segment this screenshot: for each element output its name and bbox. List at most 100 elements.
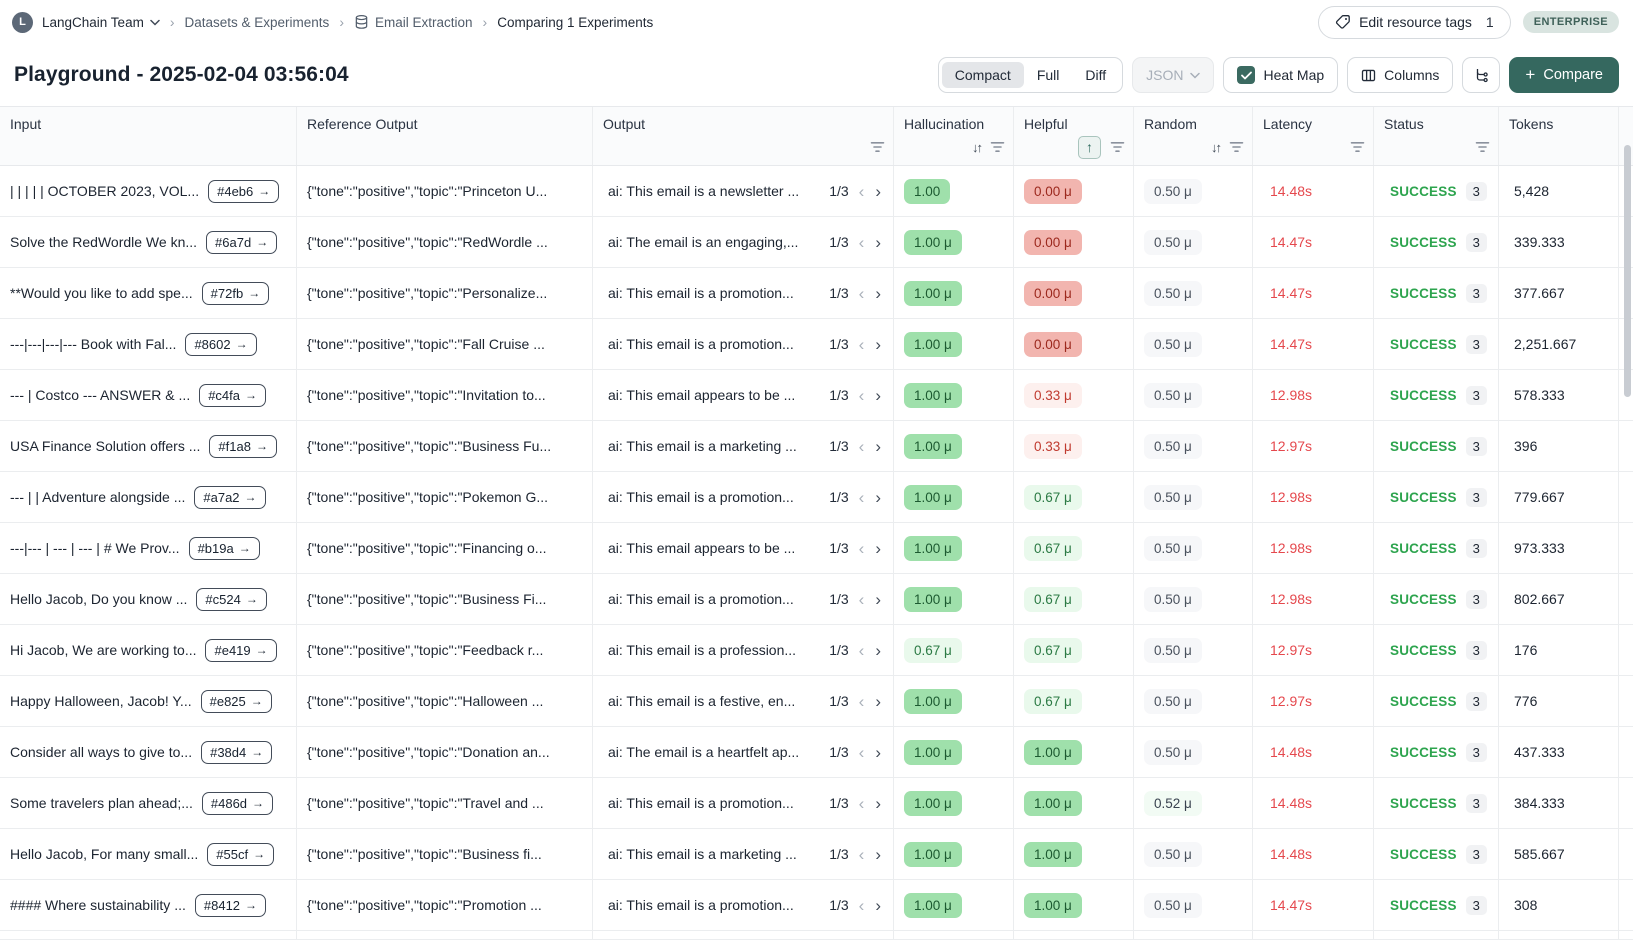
next-output-button[interactable]: › (875, 793, 881, 813)
breadcrumb-dataset-link[interactable]: Email Extraction (354, 14, 473, 30)
prev-output-button[interactable]: ‹ (858, 436, 865, 456)
format-select[interactable]: JSON (1132, 57, 1215, 93)
prev-output-button[interactable]: ‹ (858, 232, 865, 252)
next-output-button[interactable]: › (875, 589, 881, 609)
next-output-button[interactable]: › (875, 487, 881, 507)
next-output-button[interactable]: › (875, 283, 881, 303)
columns-button[interactable]: Columns (1347, 57, 1454, 93)
vertical-scrollbar[interactable] (1624, 145, 1631, 397)
table-row[interactable]: | | | | | OCTOBER 2023, VOL... #4eb6 → {… (0, 166, 1633, 217)
prev-output-button[interactable]: ‹ (858, 793, 865, 813)
example-id-badge[interactable]: #f1a8 → (209, 434, 277, 458)
example-id-badge[interactable]: #e419 → (205, 638, 277, 662)
run-count-badge: 3 (1465, 436, 1487, 456)
random-score-badge: 0.52 μ (1144, 790, 1202, 816)
checkbox-checked-icon[interactable] (1237, 66, 1256, 84)
sort-icon[interactable]: ↓↑ (972, 139, 983, 155)
next-output-button[interactable]: › (875, 232, 881, 252)
next-output-button[interactable]: › (875, 538, 881, 558)
table-row[interactable]: Hi Jacob, We are working to... #e419 → {… (0, 625, 1633, 676)
prev-output-button[interactable]: ‹ (858, 691, 865, 711)
sort-ascending-icon[interactable]: ↑ (1078, 135, 1101, 159)
view-mode-diff[interactable]: Diff (1072, 62, 1119, 88)
prev-output-button[interactable]: ‹ (858, 385, 865, 405)
dataset-name[interactable]: Email Extraction (374, 14, 473, 30)
table-row[interactable]: --- | | Adventure alongside ... #a7a2 → … (0, 472, 1633, 523)
table-row[interactable]: USA Finance Solution offers ... #f1a8 → … (0, 421, 1633, 472)
table-row[interactable]: Solve the RedWordle We kn... #6a7d → {"t… (0, 217, 1633, 268)
example-id-badge[interactable]: #c524 → (196, 587, 267, 611)
table-row[interactable]: ---|---|---|--- Book with Fal... #8602 →… (0, 319, 1633, 370)
prev-output-button[interactable]: ‹ (858, 334, 865, 354)
trace-tree-button[interactable] (1462, 57, 1501, 93)
example-id-badge[interactable]: #b19a → (188, 536, 260, 560)
table-row[interactable]: #### Where sustainability ... #8412 → {"… (0, 880, 1633, 931)
breadcrumb-datasets-link[interactable]: Datasets & Experiments (184, 14, 330, 30)
prev-output-button[interactable]: ‹ (858, 742, 865, 762)
prev-output-button[interactable]: ‹ (858, 487, 865, 507)
filter-icon[interactable] (1350, 141, 1365, 153)
next-output-button[interactable]: › (875, 436, 881, 456)
sort-icon[interactable]: ↓↑ (1211, 139, 1222, 155)
breadcrumb-separator-icon: › (169, 14, 175, 30)
spacer-cell (1619, 472, 1633, 522)
run-count-badge: 3 (1465, 640, 1487, 660)
table-row[interactable]: Hello Jacob, For many small... #55cf → {… (0, 829, 1633, 880)
example-id-badge[interactable]: #4eb6 → (208, 179, 280, 203)
next-output-button[interactable]: › (875, 385, 881, 405)
prev-output-button[interactable]: ‹ (858, 640, 865, 660)
example-id-badge[interactable]: #e825 → (200, 689, 272, 713)
team-switcher[interactable]: LangChain Team (42, 15, 160, 30)
next-output-button[interactable]: › (875, 895, 881, 915)
next-output-button[interactable]: › (875, 691, 881, 711)
filter-icon[interactable] (1110, 141, 1125, 153)
prev-output-button[interactable]: ‹ (858, 181, 865, 201)
prev-output-button[interactable]: ‹ (858, 844, 865, 864)
filter-icon[interactable] (1475, 141, 1490, 153)
hallucination-score-badge: 1.00 μ (904, 382, 962, 408)
reference-output-cell: {"tone":"positive","topic":"Fall Cruise … (297, 319, 593, 369)
edit-resource-tags-button[interactable]: Edit resource tags 1 (1318, 5, 1511, 39)
next-output-button[interactable]: › (875, 742, 881, 762)
reference-output-text: {"tone":"positive","topic":"Business fi.… (307, 846, 542, 862)
next-output-button[interactable]: › (875, 181, 881, 201)
input-text: --- | | Adventure alongside ... (10, 489, 186, 505)
next-output-button[interactable]: › (875, 844, 881, 864)
input-cell: --- | Costco --- ANSWER & ... #c4fa → (0, 370, 297, 420)
prev-output-button[interactable]: ‹ (858, 895, 865, 915)
next-output-button[interactable]: › (875, 640, 881, 660)
filter-icon[interactable] (870, 141, 885, 153)
filter-icon[interactable] (990, 141, 1005, 153)
compare-button[interactable]: + Compare (1509, 57, 1619, 93)
table-row[interactable]: **Would you like to add spe... #72fb → {… (0, 268, 1633, 319)
example-id-badge[interactable]: #c4fa → (199, 383, 267, 407)
example-id-badge[interactable]: #55cf → (207, 842, 275, 866)
example-id-badge[interactable]: #8602 → (185, 332, 257, 356)
example-id-badge[interactable]: #6a7d → (206, 230, 278, 254)
table-row[interactable]: Happy Halloween, Jacob! Y... #e825 → {"t… (0, 676, 1633, 727)
view-mode-compact[interactable]: Compact (941, 62, 1024, 88)
table-row[interactable]: ---|--- | --- | --- | # We Prov... #b19a… (0, 523, 1633, 574)
example-id-badge[interactable]: #a7a2 → (194, 485, 266, 509)
table-row[interactable]: --- | Costco --- ANSWER & ... #c4fa → {"… (0, 370, 1633, 421)
view-mode-full[interactable]: Full (1024, 62, 1073, 88)
table-row[interactable]: Some travelers plan ahead;... #486d → {"… (0, 778, 1633, 829)
latency-cell: 14.47s (1253, 217, 1374, 267)
prev-output-button[interactable]: ‹ (858, 589, 865, 609)
heat-map-toggle[interactable]: Heat Map (1223, 57, 1339, 93)
prev-output-button[interactable]: ‹ (858, 283, 865, 303)
filter-icon[interactable] (1229, 141, 1244, 153)
prev-output-button[interactable]: ‹ (858, 538, 865, 558)
next-output-button[interactable]: › (875, 334, 881, 354)
arrow-right-icon: → (250, 694, 263, 708)
table-row[interactable]: Consider all ways to give to... #38d4 → … (0, 727, 1633, 778)
status-cell: SUCCESS 3 (1374, 319, 1499, 369)
example-id-badge[interactable]: #486d → (201, 791, 274, 815)
example-id-badge[interactable]: #72fb → (201, 281, 270, 305)
table-row[interactable]: Hello Jacob, Do you know ... #c524 → {"t… (0, 574, 1633, 625)
example-id-badge[interactable]: #38d4 → (201, 740, 273, 764)
output-page-indicator: 1/3 (829, 234, 849, 250)
random-score-badge: 0.50 μ (1144, 229, 1202, 255)
reference-output-text: {"tone":"positive","topic":"RedWordle ..… (307, 234, 548, 250)
example-id-badge[interactable]: #8412 → (194, 893, 267, 917)
